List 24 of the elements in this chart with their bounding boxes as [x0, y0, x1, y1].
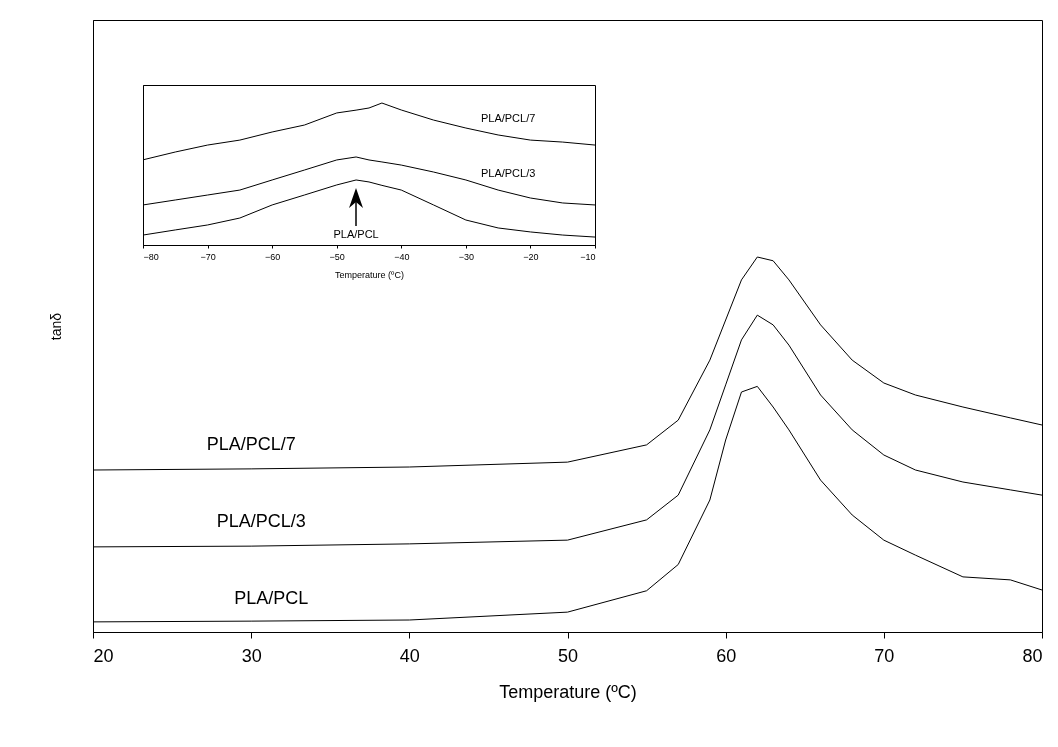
x-tick-label: 60	[716, 645, 737, 666]
series-label: PLA/PCL/7	[480, 111, 536, 124]
series-label: PLA/PCL/3	[216, 511, 306, 532]
legend-label: PLA/PCL	[333, 227, 379, 240]
x-tick-label: 20	[93, 645, 114, 666]
x-tick-label: −20	[523, 252, 539, 262]
x-tick-label: −70	[200, 252, 216, 262]
x-axis-title: Temperature (ºC)	[499, 681, 637, 702]
x-tick-label: 70	[874, 645, 895, 666]
x-tick-label: −30	[458, 252, 474, 262]
x-axis-title: Temperature (ºC)	[335, 270, 404, 280]
x-tick-label: 40	[399, 645, 420, 666]
x-tick-label: −80	[143, 252, 159, 262]
x-tick-label: 80	[1022, 645, 1043, 666]
x-tick-label: −40	[394, 252, 410, 262]
y-axis-title: tanδ	[47, 312, 64, 341]
series-label: PLA/PCL/7	[206, 433, 296, 454]
x-tick-label: −10	[580, 252, 596, 262]
x-tick-label: 50	[557, 645, 579, 666]
x-tick-label: 30	[241, 645, 262, 666]
series-label: PLA/PCL	[234, 588, 309, 609]
x-tick-label: −50	[329, 252, 345, 262]
series-label: PLA/PCL/3	[480, 167, 536, 180]
x-tick-label: −60	[265, 252, 281, 262]
